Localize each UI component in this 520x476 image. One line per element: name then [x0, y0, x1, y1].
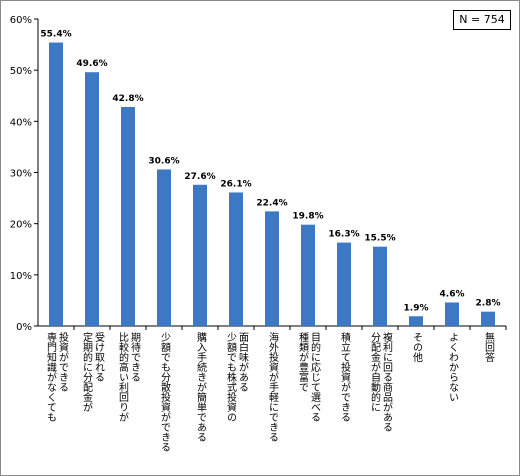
data-label: 16.3% — [328, 230, 359, 240]
bar — [337, 242, 351, 326]
category-label: 投資ができる — [57, 331, 69, 392]
category-label: 目的に応じて選べる — [309, 332, 321, 422]
bar — [373, 246, 387, 326]
category-label: 無回答 — [483, 331, 495, 363]
bar — [445, 302, 459, 326]
y-tick-label: 0% — [16, 322, 32, 333]
category-label: 積立て投資ができる — [339, 331, 351, 422]
category-label: よくわからない — [447, 332, 459, 402]
y-tick-label: 40% — [10, 117, 32, 128]
data-label: 27.6% — [184, 172, 215, 182]
y-tick-label: 10% — [10, 271, 32, 282]
category-label: 比較的高い利回りが — [117, 332, 129, 422]
bar — [229, 192, 243, 326]
data-label: 42.8% — [112, 94, 143, 104]
bar — [157, 169, 171, 326]
data-label: 26.1% — [220, 179, 251, 189]
bar — [265, 211, 279, 326]
y-tick-label: 60% — [10, 15, 32, 26]
data-label: 4.6% — [440, 289, 465, 299]
bar — [121, 107, 135, 326]
data-label: 55.4% — [40, 30, 71, 40]
data-label: 1.9% — [404, 303, 429, 313]
category-label: 受け取れる — [93, 332, 105, 382]
category-label: 面白味がある — [237, 332, 249, 392]
bar — [49, 42, 63, 326]
bar — [409, 316, 423, 326]
category-label: 専門知識がなくても — [45, 332, 57, 422]
category-label: 定期的に分配金が — [81, 331, 93, 412]
bar — [193, 184, 207, 326]
category-label: 少額でも株式投資の — [225, 332, 237, 422]
category-label: 購入手続きが簡単である — [195, 331, 207, 442]
data-label: 30.6% — [148, 156, 179, 166]
y-tick-label: 20% — [10, 220, 32, 231]
category-label: 分配金が自動的に — [369, 332, 381, 412]
category-label: 複利に回る商品がある — [381, 331, 393, 432]
category-label: 期待できる — [129, 332, 141, 382]
y-tick-label: 50% — [10, 66, 32, 77]
bar — [481, 311, 495, 326]
category-label: その他 — [411, 332, 423, 363]
bar — [301, 224, 315, 326]
bar — [85, 72, 99, 326]
data-label: 19.8% — [292, 212, 323, 222]
category-label: 種類が豊富で — [297, 331, 309, 392]
data-label: 15.5% — [364, 234, 395, 244]
category-label: 少額でも分散投資ができる — [159, 332, 171, 452]
category-label: 海外投資が手軽にできる — [267, 331, 279, 442]
data-label: 22.4% — [256, 198, 287, 208]
data-label: 49.6% — [76, 59, 107, 69]
y-tick-label: 30% — [10, 169, 32, 180]
data-label: 2.8% — [476, 299, 501, 309]
sample-size-box: N = 754 — [453, 10, 511, 30]
